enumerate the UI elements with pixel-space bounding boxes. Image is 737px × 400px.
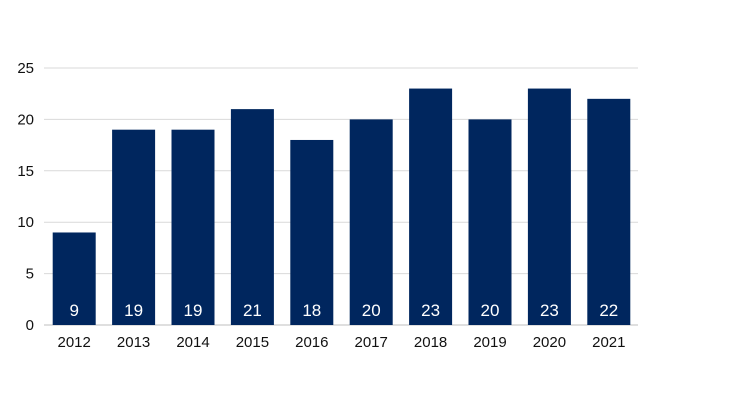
bar [409,88,453,325]
data-label: 9 [69,301,78,320]
bar [587,98,631,325]
y-tick-label: 0 [26,317,34,334]
x-tick-label: 2016 [295,334,328,351]
data-label: 19 [124,301,143,320]
bar [52,232,96,325]
x-tick-label: 2015 [236,334,269,351]
data-label: 21 [243,301,262,320]
data-label: 20 [362,301,381,320]
x-tick-label: 2014 [176,334,209,351]
data-labels: 9 19 19 21 18 20 23 20 23 22 [69,301,618,320]
bar [527,88,571,325]
y-tick-label: 15 [17,163,34,180]
y-tick-label: 5 [26,266,34,283]
x-tick-label: 2017 [355,334,388,351]
data-label: 20 [481,301,500,320]
x-tick-label: 2019 [473,334,506,351]
data-label: 22 [599,301,618,320]
data-label: 19 [184,301,203,320]
bar [171,129,215,325]
data-label: 23 [421,301,440,320]
bar [230,109,274,326]
y-axis-ticks: 0 5 10 15 20 25 [17,60,34,334]
y-tick-label: 20 [17,111,34,128]
x-tick-label: 2012 [58,334,91,351]
data-label: 23 [540,301,559,320]
x-tick-label: 2021 [592,334,625,351]
bar [468,119,512,326]
bars [52,88,631,326]
x-axis-ticks: 2012 2013 2014 2015 2016 2017 2018 2019 2020 2021 [58,334,626,351]
bar [349,119,393,326]
data-label: 18 [302,301,321,320]
x-tick-label: 2018 [414,334,447,351]
x-tick-label: 2020 [533,334,566,351]
bar [290,139,334,325]
y-tick-label: 10 [17,214,34,231]
x-tick-label: 2013 [117,334,150,351]
y-tick-label: 25 [17,60,34,77]
bar [112,129,156,325]
